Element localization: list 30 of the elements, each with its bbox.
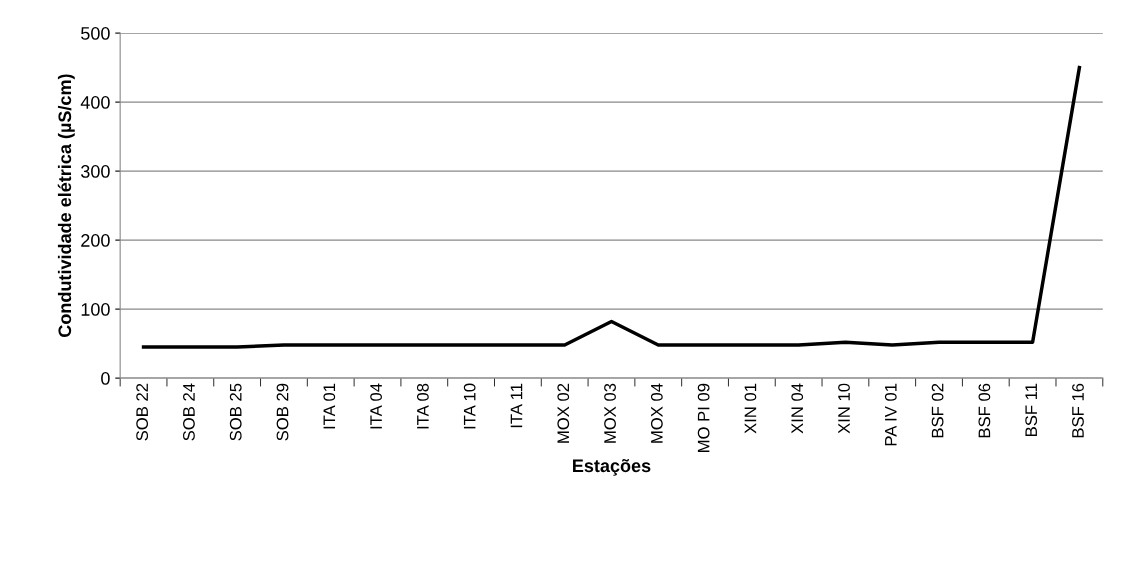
x-tick-label: ITA 10 [463, 383, 476, 429]
x-tick-label: MO PI 09 [697, 383, 710, 452]
x-tick-label: ITA 01 [323, 383, 336, 429]
x-tick-label: XIN 10 [838, 383, 850, 434]
x-tick-label: ITA 11 [510, 383, 523, 428]
x-tick-label: MOX 03 [604, 383, 616, 443]
x-tick-label: SOB 24 [183, 383, 195, 441]
x-tick-label: XIN 01 [744, 383, 757, 434]
x-tick-label: BSF 06 [978, 383, 991, 438]
x-tick-label: ITA 04 [370, 383, 382, 429]
y-axis-title: Condutividade elétrica (µS/cm) [57, 74, 75, 337]
y-tick-label: 300 [81, 165, 110, 178]
x-tick-label: BSF 02 [931, 383, 944, 438]
x-tick-label: ITA 08 [416, 383, 429, 429]
x-tick-label: SOB 22 [136, 383, 149, 441]
x-tick-label: MOX 02 [557, 383, 570, 443]
y-tick-label: 100 [81, 303, 110, 316]
x-tick-label: BSF 16 [1072, 383, 1084, 438]
x-axis-title: Estações [573, 458, 651, 476]
y-tick-label: 0 [101, 372, 110, 385]
x-tick-label: MOX 04 [650, 383, 663, 443]
y-tick-label: 500 [81, 27, 110, 40]
x-tick-label: SOB 29 [276, 383, 289, 441]
y-tick-label: 400 [80, 96, 110, 109]
x-tick-label: PA IV 01 [884, 383, 897, 446]
x-tick-label: XIN 04 [791, 383, 804, 434]
x-tick-label: BSF 11 [1025, 383, 1038, 436]
y-tick-label: 200 [81, 234, 110, 247]
line-series [141, 65, 1082, 349]
x-tick-label: SOB 25 [229, 383, 242, 441]
